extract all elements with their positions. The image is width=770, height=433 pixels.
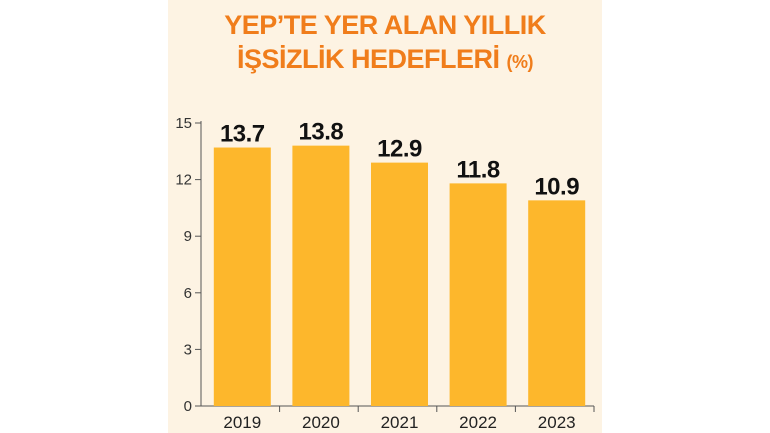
y-tick-label: 0	[184, 398, 192, 415]
bars	[213, 145, 586, 406]
x-tick-label: 2021	[381, 413, 419, 432]
x-tick-label: 2022	[459, 413, 497, 432]
data-label: 10.9	[534, 173, 579, 200]
data-label: 12.9	[377, 136, 422, 163]
y-tick-label: 6	[184, 285, 192, 302]
bar	[213, 147, 271, 406]
x-tick-label: 2020	[302, 413, 340, 432]
y-axis: 0 3 6 9 12 15	[175, 115, 202, 415]
x-axis: 2019 2020 2021 2022 2023	[201, 405, 595, 432]
bar	[292, 145, 350, 406]
x-tick-label: 2023	[538, 413, 576, 432]
bar	[371, 162, 428, 406]
y-tick-label: 3	[184, 341, 192, 358]
title-line-2: İŞSİZLİK HEDEFLERİ (%)	[168, 42, 602, 79]
y-tick-label: 9	[184, 228, 192, 245]
y-tick-label: 15	[175, 115, 192, 132]
x-tick-label: 2019	[223, 413, 261, 432]
data-labels: 13.7 13.8 12.9 11.8 10.9	[220, 119, 580, 201]
data-label: 13.7	[220, 121, 265, 148]
bar	[449, 183, 507, 406]
title-line-1: YEP’TE YER ALAN YILLIK	[224, 10, 546, 40]
data-label: 11.8	[456, 156, 500, 183]
bar	[528, 200, 586, 406]
y-tick-label: 12	[175, 172, 192, 189]
title-unit: (%)	[506, 52, 534, 72]
title-line-2-text: İŞSİZLİK HEDEFLERİ	[236, 44, 500, 74]
chart-title: YEP’TE YER ALAN YILLIK İŞSİZLİK HEDEFLER…	[168, 8, 602, 79]
data-label: 13.8	[299, 119, 344, 146]
